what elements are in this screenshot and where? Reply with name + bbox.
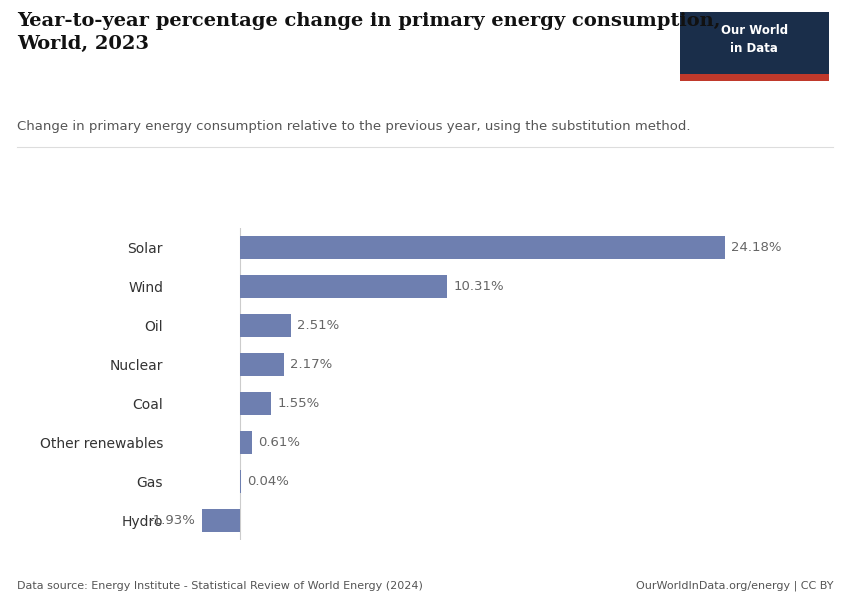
Text: Data source: Energy Institute - Statistical Review of World Energy (2024): Data source: Energy Institute - Statisti… [17,581,422,591]
Text: OurWorldInData.org/energy | CC BY: OurWorldInData.org/energy | CC BY [636,581,833,591]
Text: 0.04%: 0.04% [247,475,289,488]
Bar [241,431,252,454]
Bar [241,275,447,298]
Text: 0.61%: 0.61% [258,436,301,449]
Bar [241,236,725,259]
Text: 24.18%: 24.18% [732,241,782,254]
Text: 2.51%: 2.51% [297,319,339,332]
FancyBboxPatch shape [680,12,829,81]
Text: 1.55%: 1.55% [277,397,320,410]
Bar [201,509,241,532]
Bar [241,392,271,415]
Text: Year-to-year percentage change in primary energy consumption,
World, 2023: Year-to-year percentage change in primar… [17,12,721,53]
Text: -1.93%: -1.93% [149,514,196,527]
Bar [680,74,829,81]
Text: 10.31%: 10.31% [453,280,504,293]
Bar [241,353,284,376]
Text: 2.17%: 2.17% [290,358,332,371]
Text: Our World
in Data: Our World in Data [721,24,788,55]
Bar [241,314,291,337]
Text: Change in primary energy consumption relative to the previous year, using the su: Change in primary energy consumption rel… [17,120,690,133]
